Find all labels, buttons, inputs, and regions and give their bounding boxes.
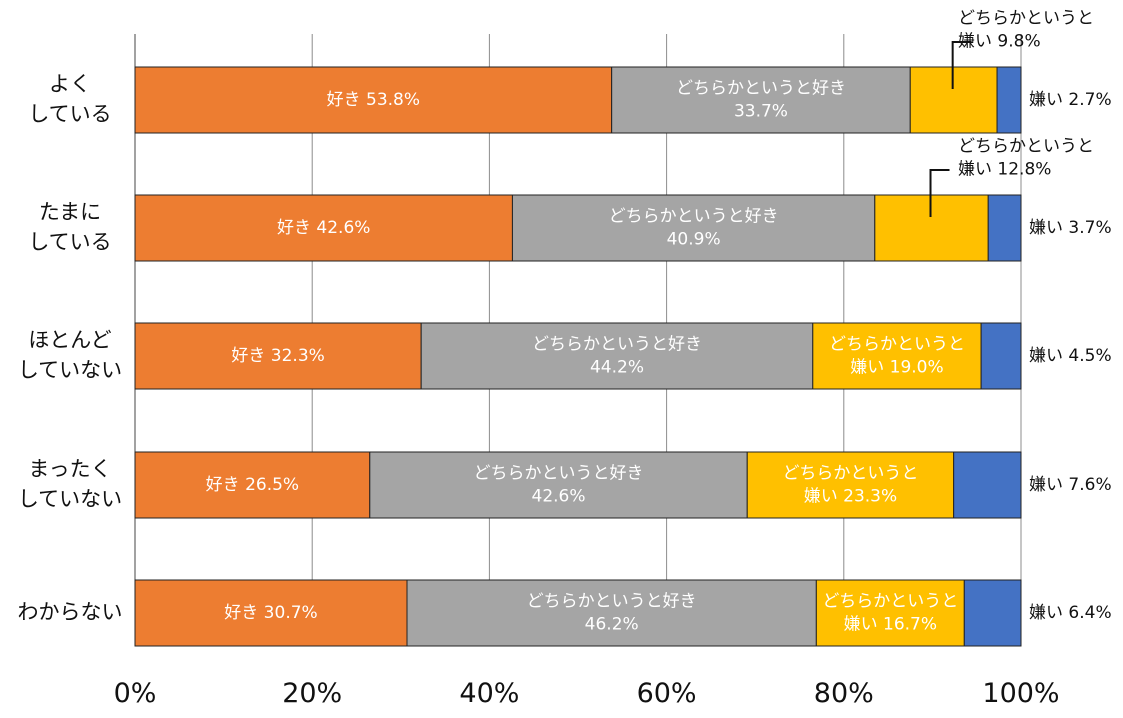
data-label: どちらかというと嫌い 19.0% — [829, 335, 965, 378]
bar-segment — [815, 579, 965, 647]
data-label: 好き 30.7% — [224, 603, 317, 623]
x-tick-label: 80% — [814, 678, 874, 709]
bar-segment — [134, 322, 422, 390]
bar-segment — [980, 322, 1022, 390]
data-label: 嫌い 2.7% — [1029, 90, 1112, 110]
data-label: 好き 42.6% — [277, 218, 370, 238]
bar-segment — [420, 322, 814, 390]
bar-segment — [369, 451, 748, 519]
data-label: 嫌い 6.4% — [1029, 603, 1112, 623]
category-label: ほとんどしていない — [18, 328, 122, 382]
x-tick-label: 60% — [637, 678, 697, 709]
bar-segment — [953, 451, 1022, 519]
bar-segment — [963, 579, 1022, 647]
bar-segment — [134, 194, 513, 262]
data-label: どちらかというと好き 46.2% — [527, 592, 697, 635]
data-label: どちらかというと嫌い 9.8% — [958, 9, 1094, 52]
category-label: よくしている — [28, 72, 111, 126]
bar-segment — [874, 194, 989, 262]
x-tick-label: 20% — [282, 678, 342, 709]
bar-segment — [134, 579, 408, 647]
leader-line — [951, 41, 972, 89]
data-label: どちらかというと好き 42.6% — [474, 464, 644, 507]
data-label: 嫌い 4.5% — [1029, 346, 1112, 366]
x-tick-label: 100% — [982, 678, 1059, 709]
category-label: たまにしている — [28, 200, 111, 254]
leader-line — [929, 169, 950, 217]
bar-segment — [996, 66, 1022, 134]
bar-segment — [134, 451, 371, 519]
category-label: わからない — [18, 600, 123, 624]
x-tick-label: 0% — [114, 678, 157, 709]
data-label: どちらかというと好き 44.2% — [532, 335, 702, 378]
bar-segment — [812, 322, 982, 390]
data-label: 嫌い 3.7% — [1029, 218, 1112, 238]
data-label: どちらかというと嫌い 12.8% — [958, 137, 1094, 180]
data-label: どちらかというと嫌い 16.7% — [822, 592, 958, 635]
bar-segment — [134, 66, 613, 134]
bar-segment — [987, 194, 1022, 262]
data-label: 好き 26.5% — [206, 475, 299, 495]
bar-segment — [746, 451, 955, 519]
data-label: 好き 53.8% — [327, 90, 420, 110]
data-label: 嫌い 7.6% — [1029, 475, 1112, 495]
bar-segment — [611, 66, 911, 134]
data-label: どちらかというと好き 33.7% — [676, 79, 846, 122]
bar-segment — [406, 579, 817, 647]
data-label: 好き 32.3% — [231, 346, 324, 366]
bar-segment — [511, 194, 876, 262]
category-label: まったくしていない — [18, 457, 122, 511]
data-label: どちらかというと嫌い 23.3% — [782, 464, 918, 507]
x-tick-label: 40% — [459, 678, 519, 709]
data-label: どちらかというと好き 40.9% — [609, 207, 779, 250]
